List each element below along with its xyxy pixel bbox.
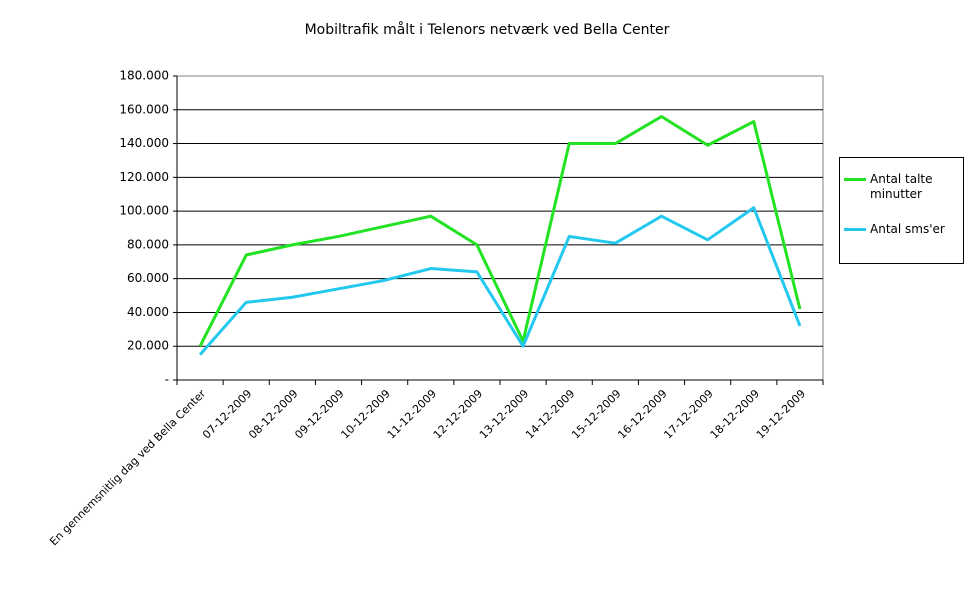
y-tick-label: 120.000 xyxy=(119,170,169,184)
y-tick-label: 60.000 xyxy=(127,271,169,285)
legend: Antal talte minutter Antal sms'er xyxy=(839,157,964,264)
y-tick-label: - xyxy=(165,373,169,387)
chart-title: Mobiltrafik målt i Telenors netværk ved … xyxy=(305,21,670,38)
y-tick-label: 80.000 xyxy=(127,237,169,251)
x-tick-label: 19-12-2009 xyxy=(754,387,808,441)
y-tick-label: 40.000 xyxy=(127,305,169,319)
series-line xyxy=(198,115,802,347)
y-tick-label: 20.000 xyxy=(127,339,169,353)
legend-swatch xyxy=(844,228,866,231)
legend-swatch xyxy=(844,178,866,181)
y-tick-label: 140.000 xyxy=(119,136,169,150)
legend-label: Antal talte minutter xyxy=(870,172,933,201)
series-line xyxy=(198,206,802,356)
y-tick-label: 160.000 xyxy=(119,102,169,116)
y-tick-label: 180.000 xyxy=(119,69,169,83)
legend-label: Antal sms'er xyxy=(870,222,945,236)
x-tick-label: En gennemsnitlig dag ved Bella Center xyxy=(47,387,208,548)
y-tick-label: 100.000 xyxy=(119,204,169,218)
